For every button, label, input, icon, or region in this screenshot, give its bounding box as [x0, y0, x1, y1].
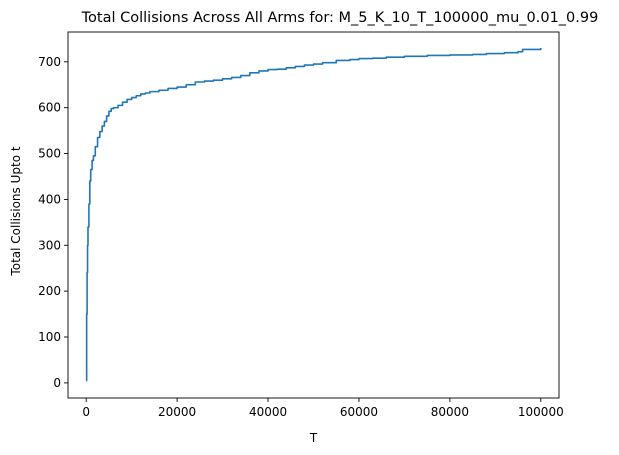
x-tick-label: 100000 [518, 405, 564, 419]
y-tick-label: 400 [38, 192, 61, 206]
y-tick-label: 700 [38, 55, 61, 69]
y-tick-label: 500 [38, 147, 61, 161]
chart-title: Total Collisions Across All Arms for: M_… [81, 10, 599, 26]
x-tick-label: 0 [82, 405, 90, 419]
x-tick-label: 40000 [249, 405, 287, 419]
x-tick-label: 20000 [158, 405, 196, 419]
y-tick-label: 600 [38, 101, 61, 115]
x-tick-label: 60000 [340, 405, 378, 419]
x-axis-title: T [309, 431, 318, 445]
y-tick-label: 300 [38, 238, 61, 252]
y-tick-label: 100 [38, 330, 61, 344]
y-axis-title: Total Collisions Upto t [9, 146, 23, 276]
plot-frame [67, 31, 560, 399]
y-tick-label: 0 [53, 376, 61, 390]
y-tick-label: 200 [38, 284, 61, 298]
x-tick-label: 80000 [431, 405, 469, 419]
plot-area: 0 20000 40000 60000 80000 100000 0 100 200 300 400… [38, 31, 564, 419]
series-line-0 [85, 48, 542, 382]
